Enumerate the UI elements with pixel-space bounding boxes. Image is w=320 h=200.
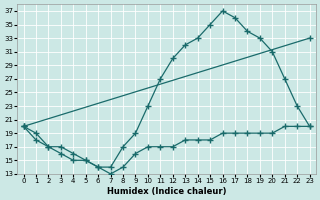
X-axis label: Humidex (Indice chaleur): Humidex (Indice chaleur) (107, 187, 226, 196)
